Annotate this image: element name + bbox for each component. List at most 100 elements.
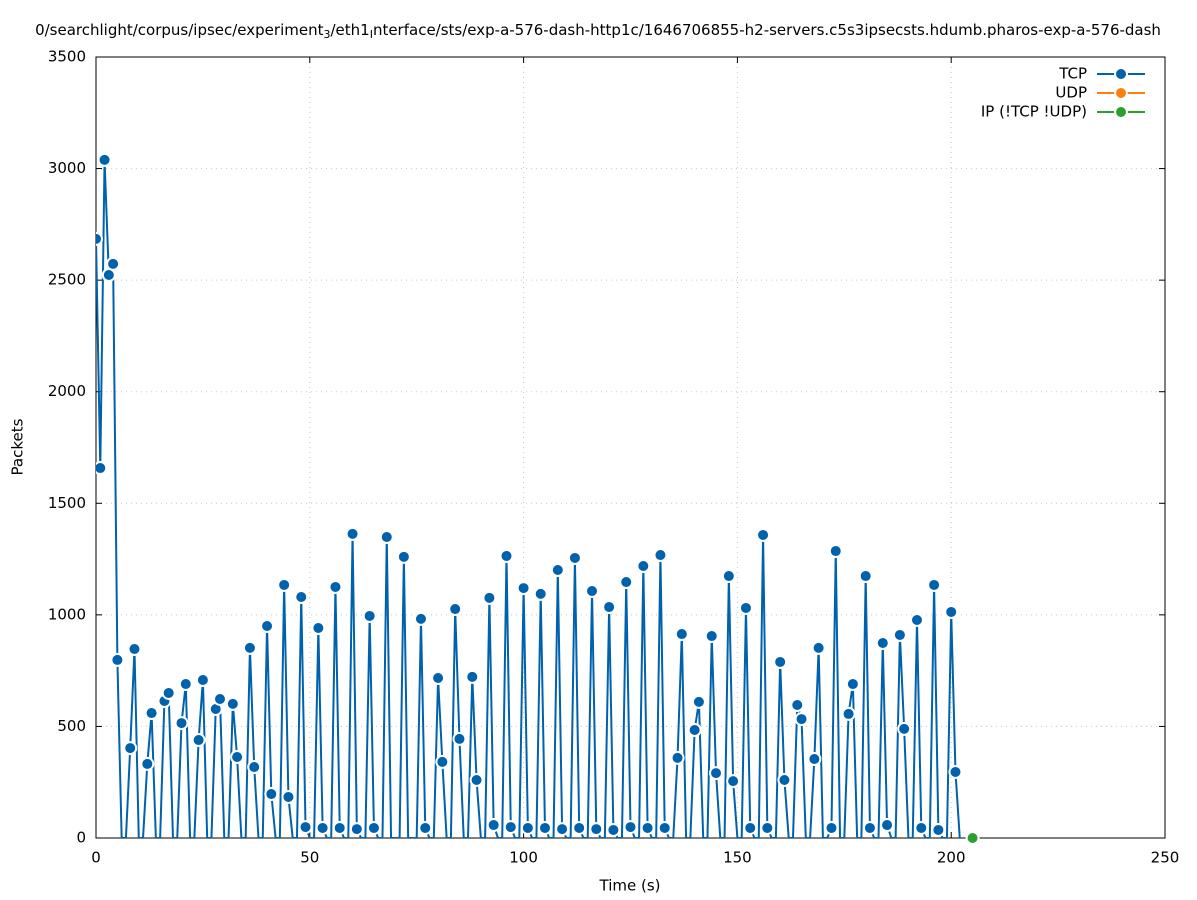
data-point bbox=[636, 558, 651, 573]
chart-title: 0/searchlight/corpus/ipsec/experiment3/e… bbox=[35, 21, 1161, 42]
data-point bbox=[602, 600, 617, 615]
data-point bbox=[619, 575, 634, 590]
data-point bbox=[260, 619, 275, 634]
y-tick-label: 3500 bbox=[48, 48, 86, 66]
data-point bbox=[264, 787, 279, 802]
y-tick-label: 500 bbox=[57, 717, 86, 735]
data-point bbox=[858, 569, 873, 584]
data-point bbox=[862, 820, 877, 835]
data-point bbox=[366, 820, 381, 835]
data-point bbox=[555, 822, 570, 837]
data-point bbox=[909, 612, 924, 627]
data-point bbox=[743, 820, 758, 835]
title-part: I bbox=[370, 28, 373, 41]
data-point bbox=[927, 577, 942, 592]
data-point bbox=[880, 818, 895, 833]
data-point bbox=[892, 627, 907, 642]
x-tick-label: 150 bbox=[723, 849, 752, 867]
data-point bbox=[435, 754, 450, 769]
data-point bbox=[311, 621, 326, 636]
data-point bbox=[533, 586, 548, 601]
legend-label: UDP bbox=[1055, 84, 1087, 102]
data-point bbox=[807, 752, 822, 767]
series-line bbox=[96, 159, 961, 838]
data-point bbox=[469, 772, 484, 787]
data-point bbox=[790, 698, 805, 713]
y-tick-label: 1000 bbox=[48, 605, 86, 623]
data-point bbox=[965, 831, 980, 845]
y-tick-label: 3000 bbox=[48, 159, 86, 177]
data-point bbox=[225, 696, 240, 711]
title-part: 0/searchlight/corpus/ipsec/experiment bbox=[35, 21, 324, 39]
data-point bbox=[281, 789, 296, 804]
data-point bbox=[345, 526, 360, 541]
data-point bbox=[315, 820, 330, 835]
data-point bbox=[726, 774, 741, 789]
legend-marker bbox=[1114, 105, 1128, 119]
data-point bbox=[794, 712, 809, 727]
data-point bbox=[704, 629, 719, 644]
data-point bbox=[585, 583, 600, 598]
data-point bbox=[499, 548, 514, 563]
y-axis-label: Packets bbox=[9, 418, 27, 475]
data-point bbox=[537, 820, 552, 835]
legend-marker bbox=[1114, 86, 1128, 100]
data-point bbox=[230, 749, 245, 764]
legend-marker bbox=[1114, 67, 1128, 81]
data-point bbox=[144, 706, 159, 721]
data-point bbox=[520, 820, 535, 835]
data-point bbox=[452, 731, 467, 746]
x-tick-label: 100 bbox=[509, 849, 538, 867]
data-point bbox=[670, 750, 685, 765]
x-tick-label: 200 bbox=[937, 849, 966, 867]
data-point bbox=[606, 822, 621, 837]
data-point bbox=[657, 820, 672, 835]
y-tick-label: 1500 bbox=[48, 494, 86, 512]
data-point bbox=[811, 640, 826, 655]
data-point bbox=[824, 820, 839, 835]
data-point bbox=[96, 231, 103, 246]
data-point bbox=[465, 669, 480, 684]
data-point bbox=[242, 640, 257, 655]
data-point bbox=[97, 152, 112, 167]
data-point bbox=[572, 820, 587, 835]
title-part: /eth1 bbox=[330, 21, 369, 39]
plot-border bbox=[95, 56, 1166, 839]
data-point bbox=[195, 673, 210, 688]
data-point bbox=[396, 549, 411, 564]
data-point bbox=[691, 694, 706, 709]
data-point bbox=[174, 716, 189, 731]
data-point bbox=[687, 722, 702, 737]
data-point bbox=[482, 590, 497, 605]
y-tick-label: 2500 bbox=[48, 271, 86, 289]
data-point bbox=[828, 544, 843, 559]
data-point bbox=[127, 641, 142, 656]
data-point bbox=[777, 772, 792, 787]
data-point bbox=[845, 677, 860, 692]
data-point bbox=[589, 822, 604, 837]
data-point bbox=[760, 820, 775, 835]
data-point bbox=[431, 671, 446, 686]
data-point bbox=[709, 766, 724, 781]
data-point bbox=[550, 563, 565, 578]
title-part: 3 bbox=[323, 28, 330, 41]
data-point bbox=[349, 822, 364, 837]
data-point bbox=[418, 820, 433, 835]
data-point bbox=[448, 602, 463, 617]
data-point bbox=[841, 706, 856, 721]
data-point bbox=[247, 760, 262, 775]
data-point bbox=[328, 579, 343, 594]
data-point bbox=[413, 611, 428, 626]
data-point bbox=[773, 654, 788, 669]
data-point bbox=[379, 529, 394, 544]
data-point bbox=[486, 818, 501, 833]
data-point bbox=[277, 577, 292, 592]
data-point bbox=[503, 820, 518, 835]
data-point bbox=[140, 756, 155, 771]
data-point bbox=[897, 721, 912, 736]
legend-label: IP (!TCP !UDP) bbox=[981, 103, 1087, 121]
data-point bbox=[944, 604, 959, 619]
data-point bbox=[756, 527, 771, 542]
data-point bbox=[931, 822, 946, 837]
